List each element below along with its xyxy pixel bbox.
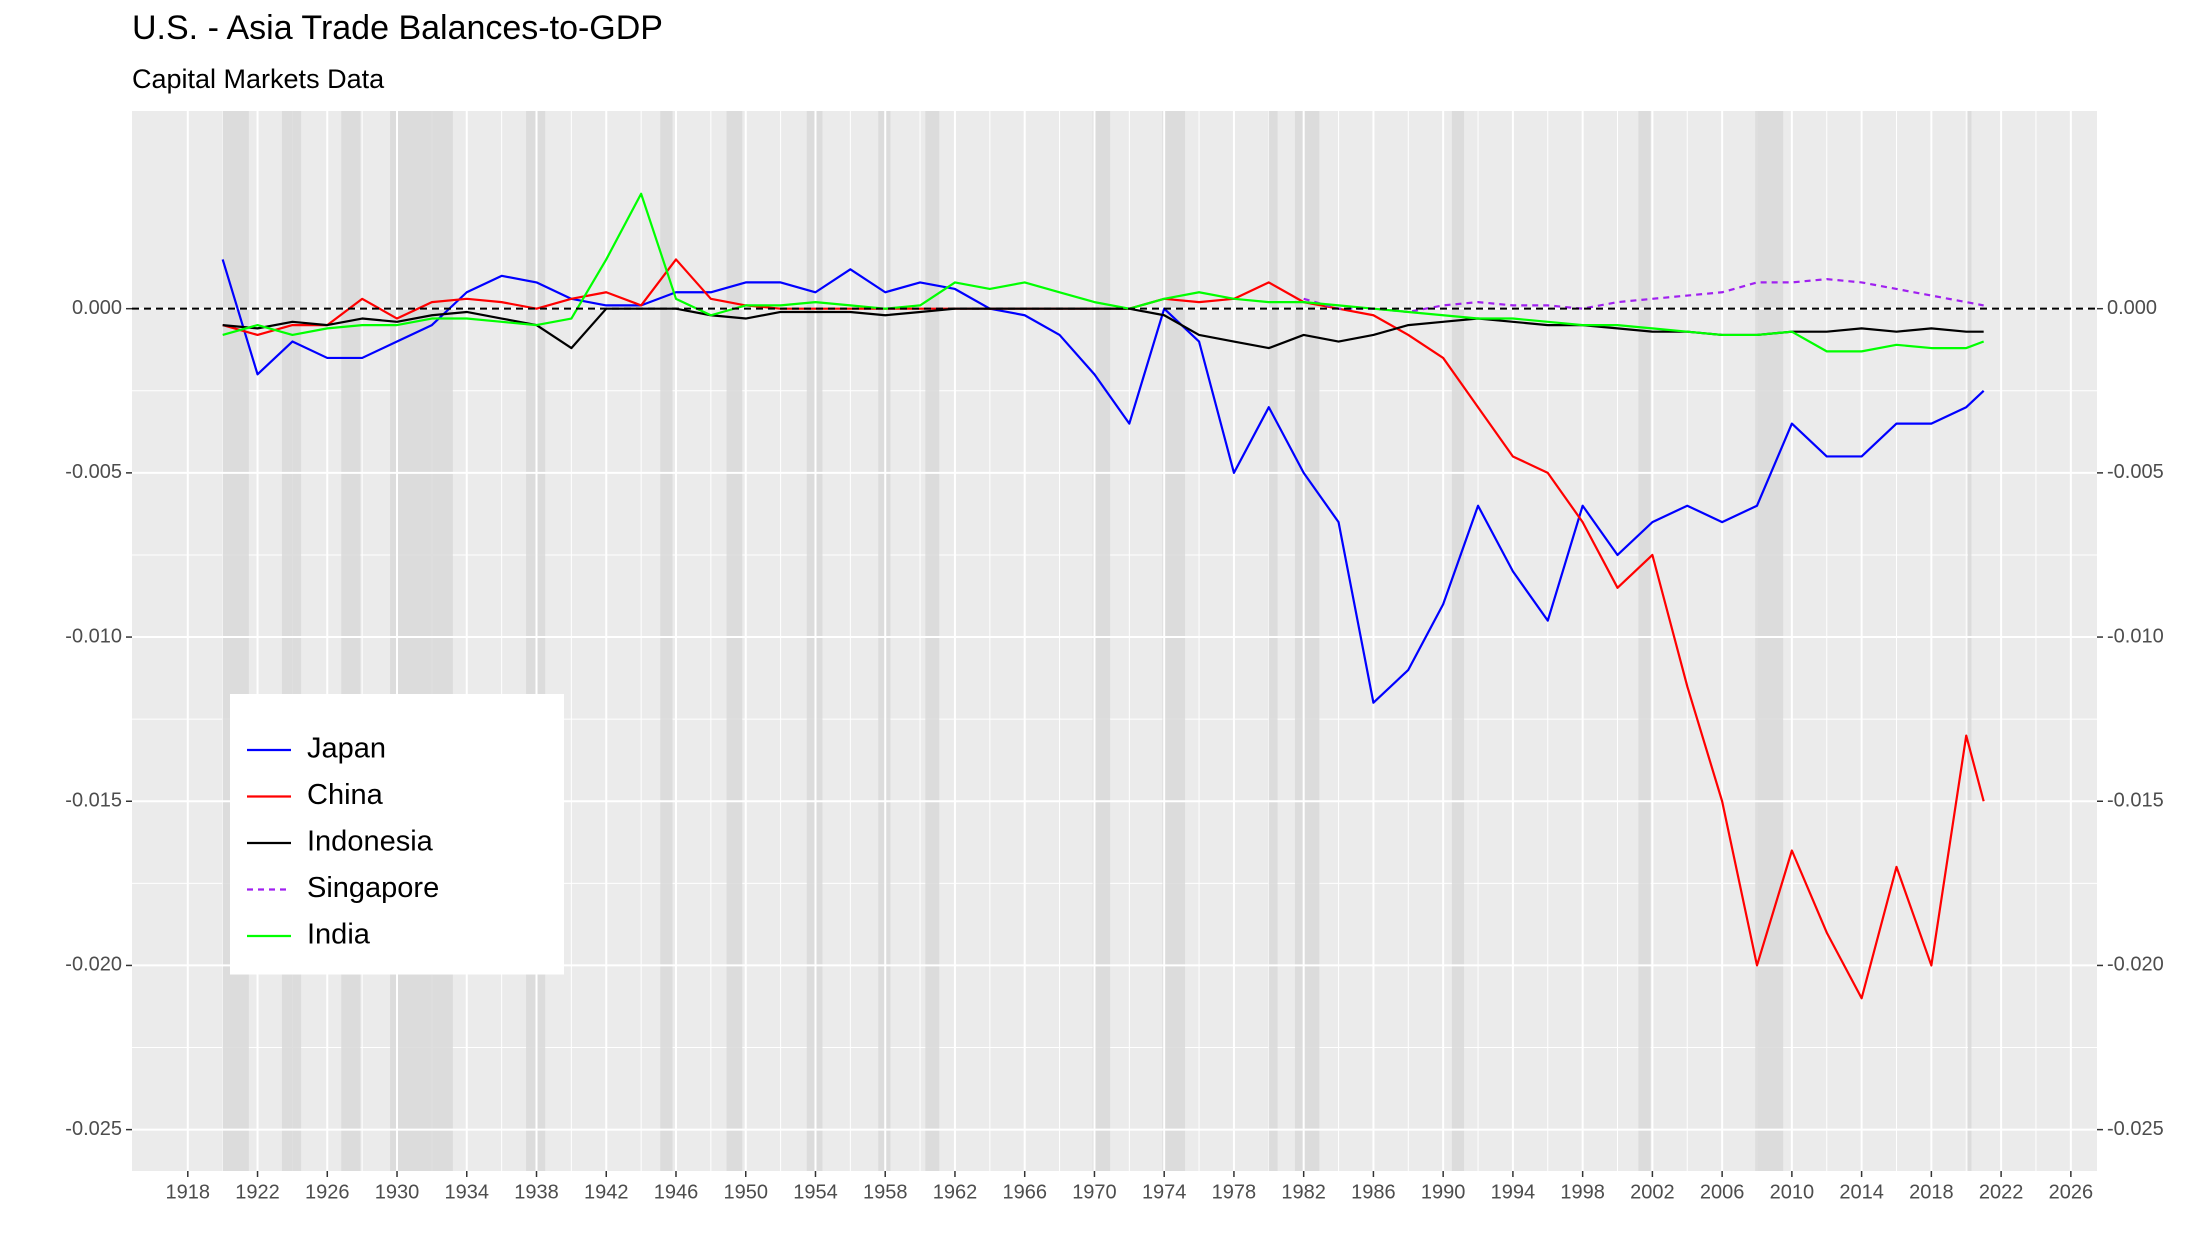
x-tick-label: 1958 [863, 1181, 908, 1203]
shaded-period [1967, 111, 1972, 1171]
x-tick-label: 1998 [1560, 1181, 1605, 1203]
shaded-period [660, 111, 673, 1171]
x-tick-label: 1954 [793, 1181, 838, 1203]
y-tick-label: -0.020 [65, 954, 122, 976]
shaded-period [1451, 111, 1465, 1171]
series-line [1303, 278, 1984, 314]
y2-tick-label: -0.010 [2107, 625, 2164, 647]
shaded-period [726, 111, 743, 1171]
y2-tick-label: 0.000 [2107, 297, 2157, 319]
x-tick-label: 1922 [235, 1181, 280, 1203]
y-tick-label: 0.000 [72, 297, 122, 319]
x-tick-label: 1926 [305, 1181, 350, 1203]
shaded-period [1294, 111, 1320, 1171]
legend-label: Singapore [307, 872, 439, 904]
x-tick-label: 1986 [1351, 1181, 1396, 1203]
y-tick-label: -0.010 [65, 625, 122, 647]
shaded-period [1162, 111, 1186, 1171]
x-tick-label: 2018 [1909, 1181, 1954, 1203]
y2-tick-label: -0.025 [2107, 1118, 2164, 1140]
legend-label: Japan [307, 733, 386, 765]
y-tick-label: -0.015 [65, 790, 122, 812]
y-tick-label: -0.025 [65, 1118, 122, 1140]
x-tick-label: 2014 [1839, 1181, 1884, 1203]
legend-label: Indonesia [307, 826, 434, 858]
shaded-period [281, 111, 302, 1171]
x-tick-label: 2010 [1770, 1181, 1815, 1203]
shaded-period [1638, 111, 1651, 1171]
y2-tick-label: -0.005 [2107, 461, 2164, 483]
x-tick-label: 2026 [2049, 1181, 2094, 1203]
shaded-period [222, 111, 249, 1171]
x-tick-label: 1990 [1421, 1181, 1466, 1203]
x-tick-label: 2006 [1700, 1181, 1745, 1203]
shaded-period [925, 111, 940, 1171]
x-tick-label: 1970 [1072, 1181, 1117, 1203]
x-tick-label: 1994 [1491, 1181, 1536, 1203]
x-tick-label: 1918 [166, 1181, 211, 1203]
x-tick-label: 1942 [584, 1181, 629, 1203]
shaded-period [390, 111, 453, 1171]
y2-tick-label: -0.015 [2107, 790, 2164, 812]
x-tick-label: 1974 [1142, 1181, 1187, 1203]
shaded-period [341, 111, 361, 1171]
x-tick-label: 1938 [514, 1181, 559, 1203]
legend-box [230, 694, 564, 975]
x-tick-label: 1950 [723, 1181, 768, 1203]
x-tick-label: 1930 [375, 1181, 420, 1203]
x-tick-label: 1966 [1002, 1181, 1047, 1203]
series-line [222, 192, 1985, 353]
y2-tick-label: -0.020 [2107, 954, 2164, 976]
x-tick-label: 1934 [445, 1181, 490, 1203]
x-tick-label: 1982 [1281, 1181, 1326, 1203]
y-tick-label: -0.005 [65, 461, 122, 483]
chart-title: U.S. - Asia Trade Balances-to-GDP [132, 9, 663, 47]
legend-label: India [307, 919, 371, 951]
x-tick-label: 2022 [1979, 1181, 2024, 1203]
series-line [221, 259, 1985, 704]
x-tick-label: 1962 [933, 1181, 978, 1203]
legend-label: China [307, 779, 384, 811]
x-tick-label: 2002 [1630, 1181, 1675, 1203]
x-tick-label: 1978 [1212, 1181, 1257, 1203]
x-tick-label: 1946 [654, 1181, 699, 1203]
chart-subtitle: Capital Markets Data [132, 64, 385, 94]
shaded-period [1755, 111, 1784, 1171]
shaded-period [1268, 111, 1278, 1171]
shaded-period [1092, 111, 1111, 1171]
